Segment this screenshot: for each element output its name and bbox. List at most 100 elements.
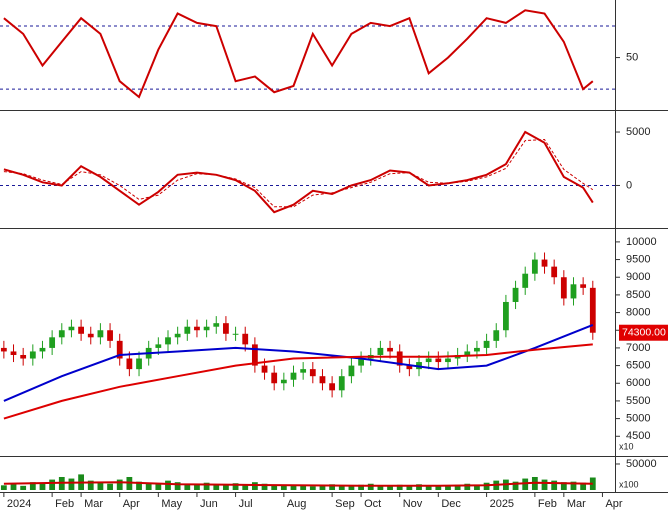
candle-body [39, 347, 46, 352]
volume-bar [223, 485, 229, 490]
candle-body [493, 330, 500, 341]
y-tick-label: 0 [626, 179, 632, 191]
volume-bar [464, 483, 471, 490]
candle-body [551, 266, 558, 278]
candle-body [68, 326, 75, 331]
candle-body [213, 323, 220, 327]
candle-body [358, 358, 364, 366]
axis-note: x10 [619, 441, 634, 451]
y-tick-label: 5000 [626, 413, 650, 425]
volume-bar [271, 485, 278, 490]
volume-bar [20, 485, 27, 490]
candle-body [329, 383, 336, 391]
y-tick-label: 10000 [626, 236, 657, 248]
y-tick-label: 6500 [626, 359, 650, 371]
y-tick-label: 6000 [626, 377, 650, 389]
volume-bar [348, 485, 355, 490]
volume-bar [174, 482, 181, 490]
volume-bar [116, 479, 123, 490]
x-tick-label: 2025 [490, 498, 514, 510]
y-tick-label: 50 [626, 51, 638, 63]
candle-body [377, 347, 384, 355]
volume-bar [309, 486, 316, 490]
x-tick-label: Apr [605, 498, 622, 510]
candle-body [29, 351, 36, 359]
volume-average [3, 481, 593, 487]
candle-body [232, 333, 239, 335]
candle-body [309, 369, 316, 377]
candle-body [165, 337, 171, 345]
volume-bar [551, 480, 558, 490]
volume-bar [68, 478, 75, 490]
indicator-line [3, 9, 594, 99]
candle-body [242, 333, 249, 345]
volume-bar [136, 481, 142, 490]
volume-bar [416, 484, 422, 490]
y-tick-label: 5500 [626, 395, 650, 407]
volume-bar [242, 484, 249, 490]
candle-body [445, 358, 451, 363]
candle-body [251, 344, 258, 366]
candle-body [483, 340, 490, 348]
volume-bar [541, 479, 548, 490]
candle-body [184, 326, 191, 334]
x-tick-label: May [161, 498, 182, 510]
candle-body [0, 347, 7, 352]
volume-bar [319, 485, 326, 490]
candle-body [503, 301, 509, 331]
x-tick-label: Apr [123, 498, 140, 510]
candle-body [541, 259, 548, 267]
candle-body [474, 347, 480, 352]
candle-body [136, 358, 142, 370]
volume-bar [580, 482, 587, 490]
candle-body [425, 358, 432, 363]
volume-bar [97, 482, 104, 490]
candle-body [126, 358, 133, 370]
volume-bar [39, 482, 46, 490]
candle-body [531, 259, 538, 274]
volume-bar [377, 485, 384, 490]
candle-body [261, 365, 268, 373]
candle-body [522, 273, 529, 288]
candle-body [280, 379, 287, 384]
y-tick-label: 4500 [626, 430, 650, 442]
y-tick-label: 7000 [626, 342, 650, 354]
candle-body [20, 354, 27, 359]
volume-bar [396, 484, 403, 490]
volume-bar [512, 481, 519, 490]
candle-body [560, 277, 567, 299]
volume-bar [184, 483, 191, 490]
y-tick-label: 5000 [626, 126, 650, 138]
moving-average [3, 343, 593, 420]
frame [0, 0, 668, 493]
volume-bar [435, 486, 442, 490]
candle-body [107, 330, 113, 341]
moving-average [3, 323, 594, 402]
volume-bar [107, 483, 113, 490]
volume-bar [87, 480, 94, 490]
volume-bar [261, 483, 268, 490]
candle-body [512, 287, 519, 302]
volume-bar [338, 485, 345, 490]
indicator-line [3, 130, 594, 214]
volume-bar [483, 482, 490, 490]
candle-body [194, 326, 200, 331]
candle-body [348, 365, 355, 377]
x-tick-label: Mar [84, 498, 103, 510]
volume-bar [387, 485, 393, 490]
volume-bar [194, 484, 200, 490]
volume-bar [367, 483, 374, 490]
candle-body [58, 330, 65, 338]
volume-bar [165, 480, 171, 490]
candle-body [387, 347, 393, 352]
candle-body [10, 351, 17, 355]
x-tick-label: Oct [364, 498, 381, 510]
candle-body [49, 337, 56, 348]
volume-bar [290, 484, 297, 490]
candle-body [87, 333, 94, 338]
candle-body [203, 326, 210, 331]
volume-bar [329, 484, 336, 490]
volume-bar [406, 485, 413, 490]
